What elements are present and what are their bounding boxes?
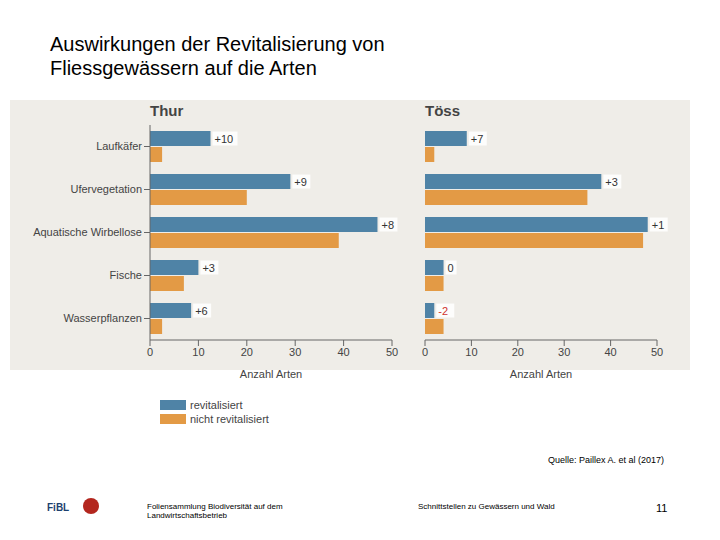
svg-text:Ufervegetation: Ufervegetation bbox=[70, 183, 142, 195]
svg-text:20: 20 bbox=[512, 346, 524, 358]
svg-text:Anzahl Arten: Anzahl Arten bbox=[510, 368, 572, 380]
svg-text:50: 50 bbox=[386, 346, 398, 358]
svg-text:+1: +1 bbox=[652, 219, 665, 231]
svg-text:Wasserpflanzen: Wasserpflanzen bbox=[64, 312, 142, 324]
svg-text:0: 0 bbox=[147, 346, 153, 358]
svg-text:+3: +3 bbox=[605, 176, 618, 188]
svg-text:20: 20 bbox=[241, 346, 253, 358]
svg-text:30: 30 bbox=[289, 346, 301, 358]
html-text:Foliensammlung Biodiversität a: Foliensammlung Biodiversität auf dem Lan… bbox=[147, 502, 283, 520]
html-text:Schnittstellen zu Gewässern un: Schnittstellen zu Gewässern und Wald bbox=[418, 502, 555, 511]
svg-text:10: 10 bbox=[465, 346, 477, 358]
svg-text:40: 40 bbox=[337, 346, 349, 358]
html-text:FiBL: FiBL bbox=[47, 502, 70, 513]
svg-text:+7: +7 bbox=[471, 133, 484, 145]
svg-text:+6: +6 bbox=[195, 305, 208, 317]
svg-text:Anzahl Arten: Anzahl Arten bbox=[240, 368, 302, 380]
svg-text:+3: +3 bbox=[202, 262, 215, 274]
svg-text:-2: -2 bbox=[438, 305, 448, 317]
html-text:Auswirkungen der Revitalisieru: Auswirkungen der Revitalisierung von Fli… bbox=[50, 33, 385, 79]
svg-text:10: 10 bbox=[192, 346, 204, 358]
html-text:revitalisiert: revitalisiert bbox=[190, 399, 243, 411]
svg-text:0: 0 bbox=[422, 346, 428, 358]
html-text:11: 11 bbox=[656, 502, 668, 514]
svg-text:50: 50 bbox=[651, 346, 663, 358]
html-text:Töss: Töss bbox=[425, 102, 460, 119]
html-text:nicht revitalisiert: nicht revitalisiert bbox=[190, 413, 269, 425]
svg-text:40: 40 bbox=[604, 346, 616, 358]
svg-text:+8: +8 bbox=[381, 219, 394, 231]
svg-text:30: 30 bbox=[558, 346, 570, 358]
svg-text:Fische: Fische bbox=[110, 269, 142, 281]
svg-text:+9: +9 bbox=[294, 176, 307, 188]
html-text:Quelle: Paillex A. et al (2017: Quelle: Paillex A. et al (2017) bbox=[548, 455, 665, 465]
svg-text:Aquatische Wirbellose: Aquatische Wirbellose bbox=[33, 226, 142, 238]
svg-text:0: 0 bbox=[448, 262, 454, 274]
svg-text:Laufkäfer: Laufkäfer bbox=[96, 140, 142, 152]
svg-text:+10: +10 bbox=[215, 133, 234, 145]
html-text:Thur: Thur bbox=[150, 102, 184, 119]
